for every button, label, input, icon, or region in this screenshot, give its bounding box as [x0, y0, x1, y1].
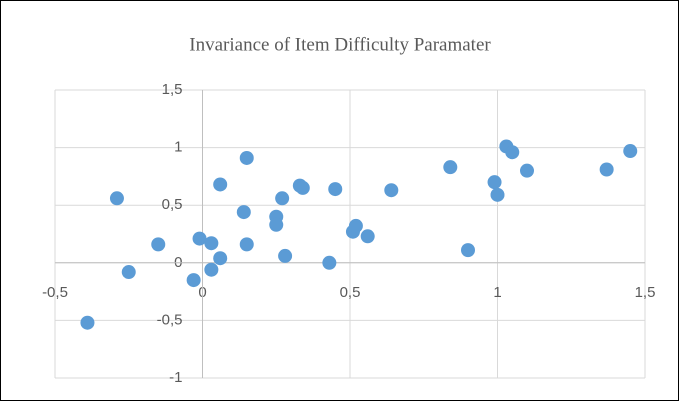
point: [322, 255, 337, 270]
x-tick-label: 1,5: [635, 284, 656, 301]
point: [278, 248, 293, 263]
point: [213, 177, 228, 192]
x-tick-label: 1: [493, 284, 501, 301]
point: [192, 231, 207, 246]
point: [109, 191, 124, 206]
point: [505, 145, 520, 160]
point: [204, 262, 219, 277]
x-tick-label: -0,5: [42, 284, 68, 301]
point: [151, 237, 166, 252]
y-tick-label: 0: [174, 254, 182, 271]
point: [599, 162, 614, 177]
point: [275, 191, 290, 206]
point: [328, 182, 343, 197]
point: [487, 175, 502, 190]
point: [295, 180, 310, 195]
chart-title: Invariance of Item Difficulty Paramater: [189, 34, 491, 55]
y-tick-label: 1,5: [162, 81, 183, 98]
point: [204, 236, 219, 251]
point: [384, 183, 399, 198]
point: [520, 163, 534, 178]
y-tick-label: -1: [169, 369, 182, 386]
point: [348, 218, 363, 233]
point: [213, 251, 228, 266]
point: [443, 160, 458, 175]
point: [360, 229, 375, 244]
y-tick-label: -0,5: [157, 311, 183, 328]
point: [239, 150, 254, 165]
y-tick-label: 0,5: [162, 196, 183, 213]
x-tick-label: 0,5: [340, 284, 361, 301]
y-tick-label: 1: [174, 139, 182, 156]
point: [239, 237, 254, 252]
point: [623, 144, 638, 159]
point: [490, 187, 505, 202]
point: [186, 273, 201, 288]
point: [269, 217, 284, 232]
point: [80, 315, 95, 330]
point: [236, 205, 251, 220]
point: [121, 265, 136, 280]
point: [461, 243, 475, 258]
